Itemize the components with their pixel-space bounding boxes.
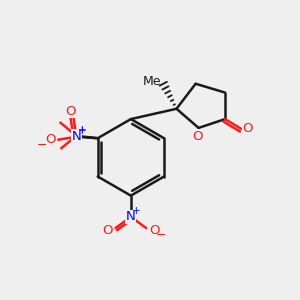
Text: O: O xyxy=(102,224,112,238)
Text: −: − xyxy=(37,139,47,152)
Text: Me: Me xyxy=(143,75,161,88)
Text: N: N xyxy=(72,130,81,143)
Text: +: + xyxy=(132,206,141,216)
Text: O: O xyxy=(149,224,160,238)
Text: N: N xyxy=(126,210,136,223)
Text: O: O xyxy=(192,130,202,143)
Text: N: N xyxy=(72,129,81,142)
Text: +: + xyxy=(77,125,86,135)
Text: O: O xyxy=(243,122,253,136)
Text: −: − xyxy=(156,229,166,242)
Text: +: + xyxy=(78,126,86,136)
Text: O: O xyxy=(45,133,55,146)
Text: O: O xyxy=(65,105,76,118)
